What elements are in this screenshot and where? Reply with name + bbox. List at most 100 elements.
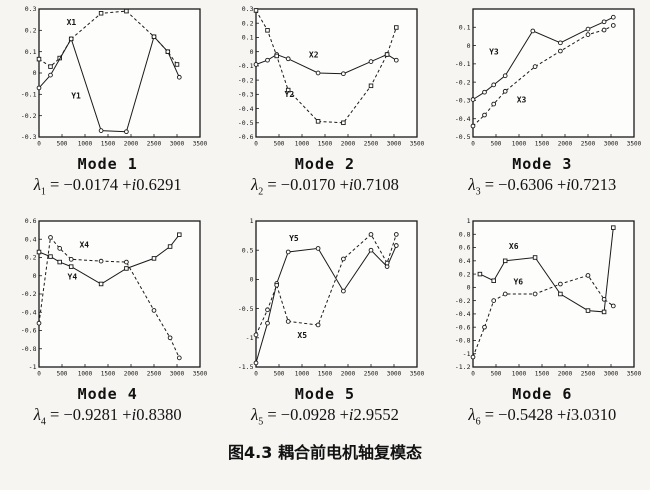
svg-text:3000: 3000 xyxy=(169,371,184,378)
svg-text:-0.1: -0.1 xyxy=(21,91,37,99)
svg-text:0: 0 xyxy=(250,276,254,284)
svg-text:-1: -1 xyxy=(28,363,36,371)
svg-text:1500: 1500 xyxy=(100,141,115,148)
data-point-marker xyxy=(265,28,270,33)
svg-text:500: 500 xyxy=(56,371,67,378)
data-point-marker xyxy=(602,19,607,25)
svg-text:0: 0 xyxy=(254,371,258,378)
lambda-symbol: λ xyxy=(33,405,41,425)
mode-3-eigenvalue: λ3 = −0.6306 +i0.7213 xyxy=(468,173,616,204)
svg-text:2500: 2500 xyxy=(581,371,596,378)
data-point-marker xyxy=(315,70,321,76)
lambda-imag-part: 0.7108 xyxy=(353,175,399,194)
svg-text:-0.6: -0.6 xyxy=(455,324,471,332)
lambda-imag-part: 0.7213 xyxy=(570,175,617,194)
data-point-marker xyxy=(57,260,62,265)
svg-text:0: 0 xyxy=(32,272,36,280)
data-point-marker xyxy=(68,257,74,262)
svg-text:1000: 1000 xyxy=(512,371,527,378)
data-point-marker xyxy=(315,119,321,124)
data-point-marker xyxy=(167,335,173,341)
svg-text:-0.5: -0.5 xyxy=(455,133,471,141)
svg-text:0.1: 0.1 xyxy=(459,23,471,31)
svg-text:0.2: 0.2 xyxy=(24,254,36,262)
svg-text:0.6: 0.6 xyxy=(459,244,471,252)
svg-text:3000: 3000 xyxy=(387,141,402,148)
svg-text:2000: 2000 xyxy=(123,141,138,148)
svg-text:1500: 1500 xyxy=(318,371,333,378)
data-point-marker xyxy=(491,101,497,107)
svg-text:1: 1 xyxy=(250,217,254,225)
data-point-marker xyxy=(611,225,616,231)
data-point-marker xyxy=(368,248,374,253)
svg-text:-0.4: -0.4 xyxy=(455,310,471,318)
mode-2-eigenvalue: λ2 = −0.0170 +i0.7108 xyxy=(251,173,399,204)
imaginary-unit: i xyxy=(566,405,571,425)
svg-text:-0.4: -0.4 xyxy=(455,115,471,123)
data-point-marker xyxy=(558,40,564,46)
series-label: X3 xyxy=(517,95,527,104)
series-label: Y3 xyxy=(489,48,499,57)
data-point-marker xyxy=(482,112,488,118)
data-point-marker xyxy=(151,34,157,40)
data-point-marker xyxy=(315,322,321,328)
svg-text:0.2: 0.2 xyxy=(24,27,36,35)
data-point-marker xyxy=(253,62,259,67)
data-point-marker xyxy=(47,254,53,260)
lambda-symbol: λ xyxy=(468,405,476,425)
svg-text:0: 0 xyxy=(37,371,41,378)
series-label: Y2 xyxy=(285,90,295,99)
series-label: Y5 xyxy=(289,234,299,243)
svg-text:-0.8: -0.8 xyxy=(455,337,471,345)
data-point-marker xyxy=(503,258,508,264)
svg-text:1500: 1500 xyxy=(318,141,333,148)
mode-3-panel: 0.1 0 -0.1 -0.2 -0.3 -0.4 -0.5 0 500 1000 1500 2000… xyxy=(435,2,650,204)
lambda-subscript: 5 xyxy=(258,416,264,428)
data-point-marker xyxy=(265,57,270,63)
svg-text:0.4: 0.4 xyxy=(459,257,471,265)
mode-4-eigenvalue: λ4 = −0.9281 +i0.8380 xyxy=(34,403,182,434)
lambda-subscript: 6 xyxy=(475,416,481,428)
data-point-marker xyxy=(533,291,538,297)
svg-text:-0.4: -0.4 xyxy=(238,105,254,113)
mode-4-title: Mode 4 xyxy=(77,385,138,404)
data-point-marker xyxy=(36,85,42,91)
svg-text:0: 0 xyxy=(250,48,254,56)
svg-text:1000: 1000 xyxy=(77,371,92,378)
lambda-imag-part: 0.8380 xyxy=(136,405,182,425)
svg-text:2000: 2000 xyxy=(558,371,573,378)
data-point-marker xyxy=(503,88,508,94)
lambda-symbol: λ xyxy=(251,405,259,425)
svg-text:3000: 3000 xyxy=(604,371,619,378)
series-label: Y4 xyxy=(67,273,77,282)
svg-text:3500: 3500 xyxy=(410,141,425,148)
mode-5-panel: 1 0.5 0 -0.5 -1 -1.5 0 500 1000 1500 2000 2500 3000 3… xyxy=(217,214,432,434)
mode-1-eigenvalue: λ1 = −0.0174 +i0.6291 xyxy=(34,173,182,204)
data-point-marker xyxy=(384,52,390,57)
data-point-marker xyxy=(285,56,291,62)
svg-text:1000: 1000 xyxy=(295,371,310,378)
svg-text:0.2: 0.2 xyxy=(459,271,471,279)
svg-text:1000: 1000 xyxy=(295,141,310,148)
svg-text:-1.5: -1.5 xyxy=(238,363,254,371)
svg-text:-0.1: -0.1 xyxy=(238,62,254,70)
imaginary-unit: i xyxy=(566,175,571,194)
series-label: Y1 xyxy=(71,92,81,101)
data-point-marker xyxy=(558,292,563,297)
mode-5-plot: 10.50-0.5-1-1.50 500 1000 1500 2000 2500 3000 3… xyxy=(238,217,425,378)
svg-text:2000: 2000 xyxy=(558,141,573,148)
data-point-marker xyxy=(611,303,616,309)
data-point-marker xyxy=(68,36,74,42)
svg-text:1500: 1500 xyxy=(535,371,550,378)
data-point-marker xyxy=(57,246,62,252)
svg-text:3500: 3500 xyxy=(192,141,207,148)
data-point-marker xyxy=(533,255,538,261)
svg-text:0: 0 xyxy=(32,69,36,77)
svg-text:-0.6: -0.6 xyxy=(238,133,254,141)
lambda-real-part: = −0.9281 + xyxy=(50,405,132,425)
data-point-marker xyxy=(176,355,182,361)
data-point-marker xyxy=(393,243,399,249)
data-point-marker xyxy=(68,264,74,270)
figure-caption: 图4.3 耦合前电机轴复模态 xyxy=(228,442,422,462)
